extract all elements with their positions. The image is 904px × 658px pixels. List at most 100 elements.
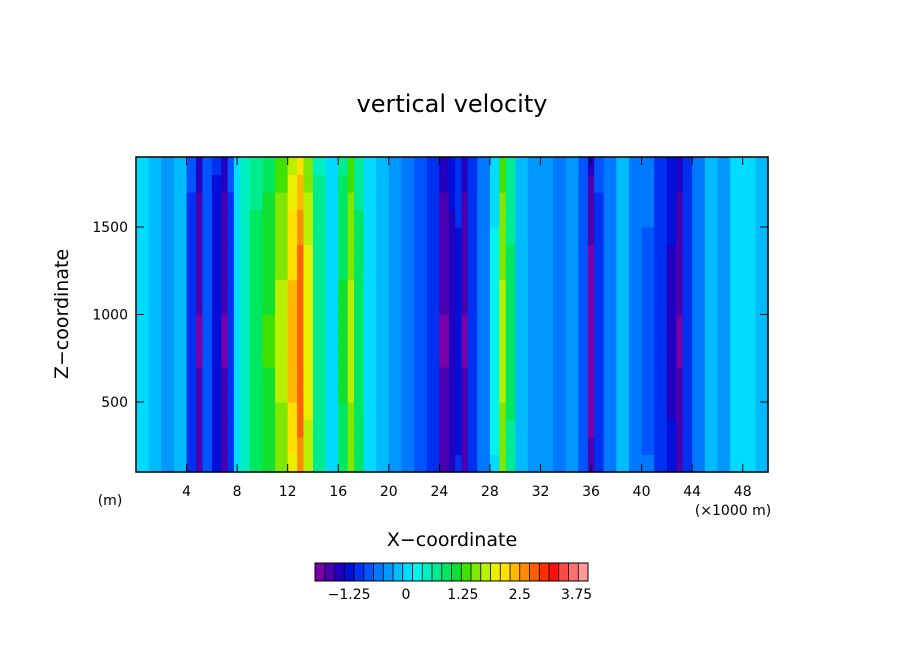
heatmap-cell: [211, 384, 222, 403]
heatmap-cell: [654, 349, 668, 368]
heatmap-cell: [186, 244, 197, 263]
heatmap-cell: [136, 454, 150, 473]
heatmap-cell: [676, 314, 684, 333]
heatmap-cell: [594, 349, 605, 368]
heatmap-cell: [527, 332, 542, 351]
heatmap-cell: [692, 157, 706, 176]
heatmap-cell: [376, 384, 390, 403]
colorbar-tick-label: 0: [402, 587, 411, 603]
heatmap-cell: [363, 297, 377, 316]
heatmap-cell: [527, 279, 542, 298]
colorbar-swatch: [354, 563, 365, 581]
heatmap-cell: [338, 367, 349, 386]
heatmap-cell: [233, 279, 241, 298]
heatmap-cell: [312, 332, 327, 351]
heatmap-cell: [161, 437, 175, 456]
heatmap-cell: [227, 332, 235, 351]
heatmap-cell: [594, 314, 605, 333]
heatmap-cell: [196, 384, 203, 403]
heatmap-cell: [262, 157, 276, 176]
heatmap-cell: [553, 384, 567, 403]
heatmap-cell: [211, 332, 222, 351]
heatmap-cell: [616, 157, 630, 176]
heatmap-cell: [540, 332, 554, 351]
heatmap-cell: [338, 244, 349, 263]
heatmap-cell: [467, 349, 478, 368]
heatmap-cell: [186, 367, 197, 386]
heatmap-cell: [467, 297, 478, 316]
heatmap-cell: [742, 244, 756, 263]
heatmap-cell: [148, 454, 162, 473]
heatmap-cell: [414, 209, 428, 228]
heatmap-cell: [755, 314, 769, 333]
heatmap-cell: [742, 419, 756, 438]
heatmap-cell: [275, 192, 289, 211]
heatmap-cell: [641, 349, 655, 368]
heatmap-cell: [312, 157, 327, 176]
heatmap-cell: [196, 244, 203, 263]
heatmap-cell: [173, 227, 188, 246]
heatmap-cell: [616, 454, 630, 473]
heatmap-cell: [499, 279, 507, 298]
heatmap-cell: [654, 402, 668, 421]
heatmap-cell: [730, 174, 744, 193]
heatmap-cell: [347, 314, 355, 333]
heatmap-cell: [161, 349, 175, 368]
heatmap-cell: [303, 174, 314, 193]
heatmap-cell: [136, 192, 150, 211]
heatmap-cell: [499, 209, 507, 228]
heatmap-cell: [666, 314, 677, 333]
heatmap-cell: [682, 349, 693, 368]
heatmap-cell: [376, 192, 390, 211]
heatmap-cell: [249, 402, 263, 421]
heatmap-cell: [221, 174, 229, 193]
heatmap-cell: [227, 419, 235, 438]
heatmap-cell: [666, 297, 677, 316]
heatmap-cell: [249, 209, 263, 228]
heatmap-cell: [363, 279, 377, 298]
heatmap-cell: [527, 174, 542, 193]
heatmap-cell: [594, 279, 605, 298]
heatmap-cell: [515, 402, 529, 421]
heatmap-cell: [312, 367, 327, 386]
heatmap-cell: [287, 279, 298, 298]
heatmap-cell: [312, 227, 327, 246]
heatmap-cell: [730, 262, 744, 281]
heatmap-cell: [587, 209, 595, 228]
heatmap-cell: [628, 314, 643, 333]
heatmap-cell: [376, 437, 390, 456]
heatmap-cell: [303, 384, 314, 403]
heatmap-cell: [666, 279, 677, 298]
heatmap-cell: [338, 227, 349, 246]
heatmap-cell: [505, 314, 516, 333]
heatmap-cell: [240, 244, 251, 263]
heatmap-cell: [211, 349, 222, 368]
x-unit-label: (×1000 m): [695, 503, 771, 519]
heatmap-cell: [676, 454, 684, 473]
heatmap-cell: [455, 332, 463, 351]
heatmap-cell: [477, 419, 491, 438]
heatmap-cell: [603, 419, 617, 438]
heatmap-cell: [161, 227, 175, 246]
heatmap-cell: [448, 419, 456, 438]
colorbar-swatch: [539, 563, 550, 581]
heatmap-cell: [161, 419, 175, 438]
heatmap-cell: [755, 262, 769, 281]
heatmap-cell: [587, 402, 595, 421]
heatmap-cell: [641, 157, 655, 176]
heatmap-cell: [312, 384, 327, 403]
heatmap-cell: [148, 402, 162, 421]
heatmap-cell: [565, 367, 579, 386]
heatmap-cell: [467, 157, 478, 176]
heatmap-cell: [654, 227, 668, 246]
heatmap-cell: [388, 384, 403, 403]
heatmap-cell: [262, 314, 276, 333]
heatmap-cell: [262, 227, 276, 246]
heatmap-cell: [347, 419, 355, 438]
heatmap-cell: [682, 279, 693, 298]
colorbar-swatch: [393, 563, 404, 581]
heatmap-cell: [540, 402, 554, 421]
x-tick-label: 44: [683, 484, 701, 500]
heatmap-cell: [505, 192, 516, 211]
heatmap-cell: [303, 192, 314, 211]
